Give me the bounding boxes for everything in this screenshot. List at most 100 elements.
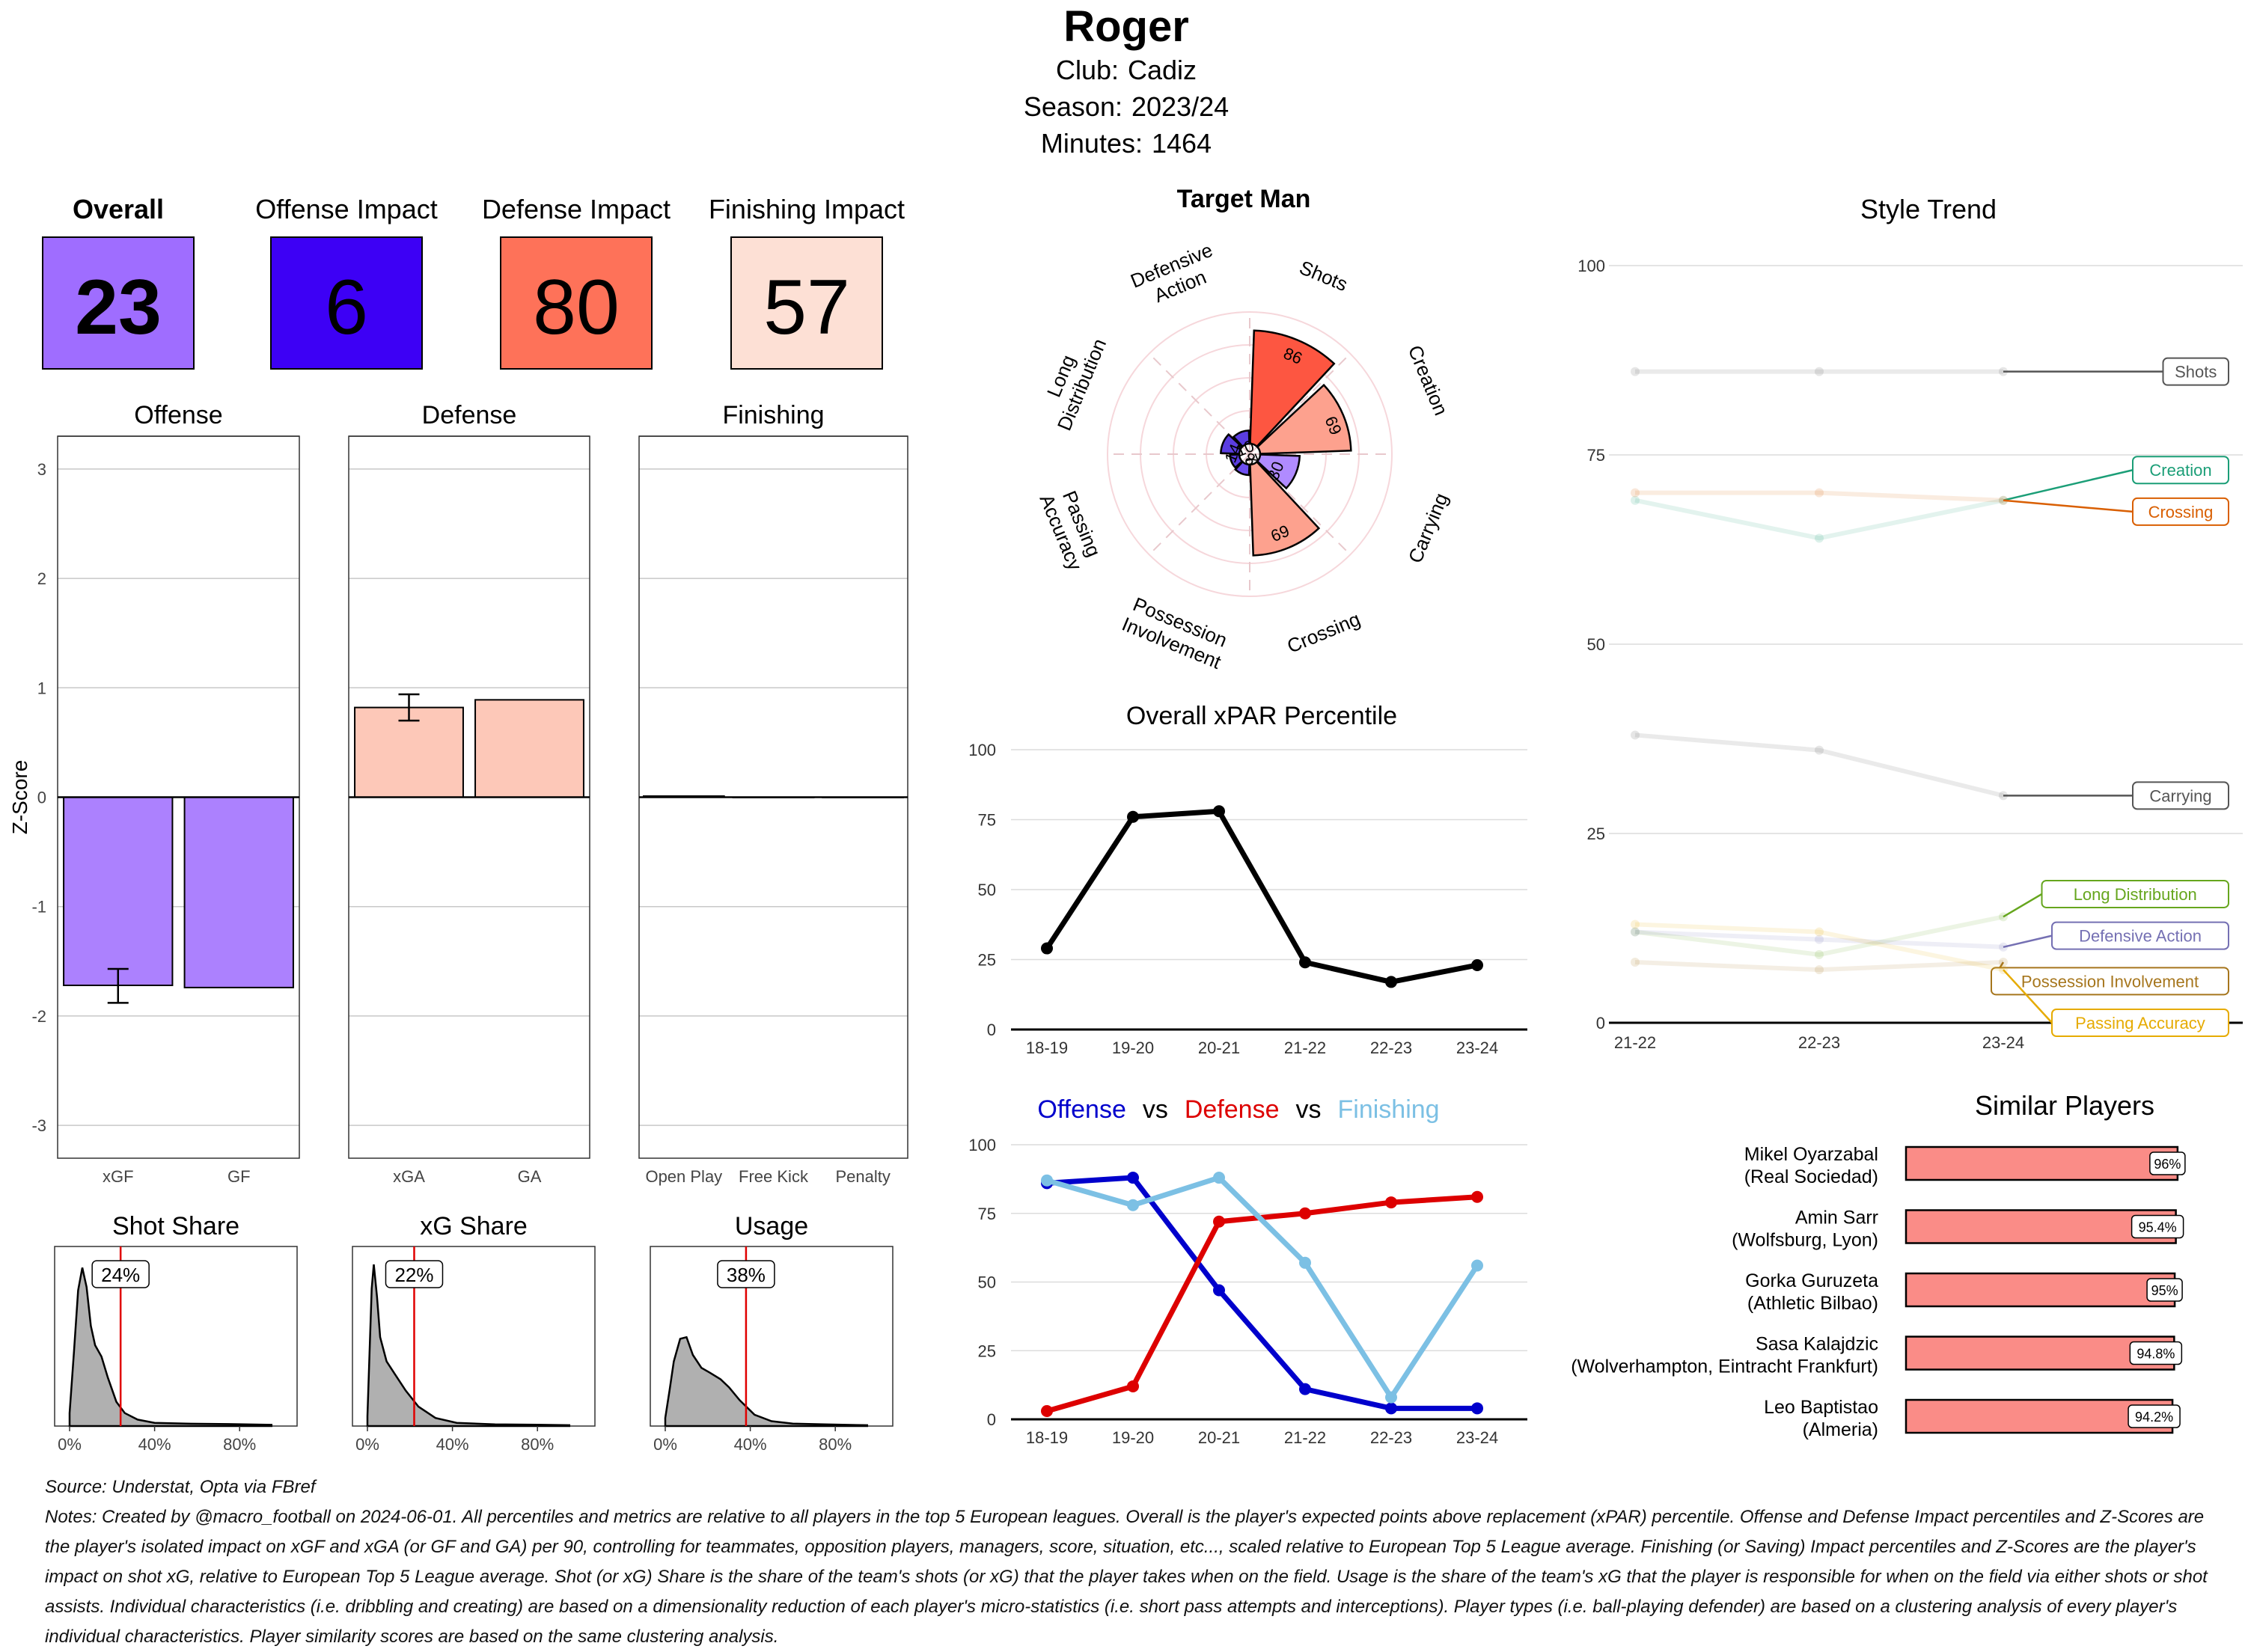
player-name: Gorka Guruzeta bbox=[1745, 1270, 1878, 1291]
trend-line-faded bbox=[1634, 498, 2004, 541]
similarity-label-box bbox=[2131, 1214, 2184, 1239]
player-name: Amin Sarr bbox=[1795, 1208, 1878, 1229]
trend-label-box bbox=[2132, 456, 2229, 485]
radar-spoke bbox=[1148, 453, 1250, 556]
trend-leader-line bbox=[2003, 499, 2133, 513]
series-point bbox=[1041, 1174, 1053, 1187]
y-tick-label: 75 bbox=[1587, 446, 1605, 465]
xpar-point bbox=[1213, 805, 1225, 818]
trend-label: Carrying bbox=[2149, 786, 2211, 805]
y-tick-label: 0 bbox=[987, 1410, 996, 1429]
similarity-label: 94.2% bbox=[2135, 1410, 2173, 1425]
marker-label: 38% bbox=[727, 1264, 766, 1286]
trend-label: Creation bbox=[2149, 461, 2211, 480]
series-point bbox=[1213, 1284, 1225, 1297]
trend-leader-line bbox=[2003, 893, 2043, 918]
series-point bbox=[1127, 1199, 1139, 1211]
x-tick-label: xGA bbox=[393, 1167, 425, 1186]
x-tick-label: 21-22 bbox=[1284, 1428, 1326, 1447]
x-tick-label: Penalty bbox=[835, 1167, 890, 1186]
trend-point bbox=[1631, 495, 1640, 505]
trend-label-box bbox=[2162, 357, 2229, 386]
similarity-label: 96% bbox=[2154, 1157, 2181, 1172]
trend-point bbox=[1815, 949, 1824, 959]
player-team: (Wolverhampton, Eintracht Frankfurt) bbox=[1571, 1356, 1878, 1377]
trend-point bbox=[1815, 533, 1824, 543]
zscore-chart: Z-Score 3 2 1 0 -1 -2 -3 Offense xGF GF Defense xGA G… bbox=[8, 401, 908, 1186]
radar-category-label: DefensiveAction bbox=[1127, 239, 1224, 313]
y-tick-label: 0 bbox=[1596, 1014, 1605, 1032]
title-part: Defense bbox=[1185, 1095, 1280, 1124]
share-density-charts: Shot Share 24% 0% 40% 80% xG Share 22% 0% 40% 80%… bbox=[54, 1212, 894, 1454]
similar-players-chart: Similar Players Mikel Oyarzabal(Real Soci… bbox=[1571, 1090, 2186, 1440]
marker-label-box bbox=[717, 1260, 775, 1288]
series-line-offense bbox=[1046, 1175, 1477, 1411]
trend-point bbox=[1631, 927, 1640, 937]
series-point bbox=[1385, 1402, 1397, 1415]
impact-label: Finishing Impact bbox=[709, 194, 905, 224]
radar-bar bbox=[1249, 329, 1336, 448]
x-tick-label: 18-19 bbox=[1026, 1428, 1068, 1447]
radar-category-label: PassingAccuracy bbox=[1035, 483, 1107, 574]
impact-tile bbox=[730, 236, 883, 370]
radar-bar bbox=[1229, 453, 1244, 469]
radar-bar bbox=[1220, 432, 1244, 455]
trend-label: Crossing bbox=[2148, 503, 2214, 521]
x-tick-label: GF bbox=[227, 1167, 251, 1186]
y-tick-label: 50 bbox=[1587, 635, 1605, 654]
panel-title: xG Share bbox=[420, 1212, 528, 1240]
trend-line-faded bbox=[1635, 490, 2004, 503]
y-tick-label: 25 bbox=[1587, 825, 1605, 843]
title-part: vs bbox=[1296, 1095, 1322, 1124]
series-line-finishing bbox=[1046, 1175, 1479, 1401]
x-tick-label: 20-21 bbox=[1198, 1038, 1240, 1057]
xpar-percentile-chart: Overall xPAR Percentile 100 75 50 25 0 18-19 19… bbox=[968, 702, 1527, 1057]
trend-label: Passing Accuracy bbox=[2075, 1014, 2205, 1032]
share-panel: Shot Share 24% 0% 40% 80% bbox=[54, 1212, 298, 1454]
trend-point bbox=[1815, 927, 1824, 937]
y-tick-label: 2 bbox=[37, 569, 46, 588]
share-panel: xG Share 22% 0% 40% 80% bbox=[352, 1212, 596, 1454]
club-value: Cadiz bbox=[1128, 55, 1197, 85]
y-tick-label: 25 bbox=[978, 1342, 996, 1360]
x-tick-label: 80% bbox=[819, 1435, 852, 1454]
radar-category-line: Carrying bbox=[1404, 490, 1453, 566]
marker-label-box bbox=[385, 1260, 444, 1288]
zscore-bar bbox=[63, 796, 174, 986]
trend-point bbox=[1815, 965, 1824, 975]
y-tick-label: 0 bbox=[37, 789, 46, 807]
radar-bar bbox=[1232, 429, 1250, 448]
radar-category-line: Creation bbox=[1404, 342, 1453, 418]
radar-bar bbox=[1234, 460, 1250, 477]
marker-label: 24% bbox=[101, 1264, 140, 1286]
marker-label: 22% bbox=[394, 1264, 433, 1286]
x-tick-label: 80% bbox=[521, 1435, 554, 1454]
x-tick-label: 23-24 bbox=[1982, 1033, 2024, 1052]
panel-title: Defense bbox=[422, 401, 517, 429]
season-label: Season: bbox=[1024, 91, 1122, 122]
trend-point bbox=[1815, 934, 1824, 944]
similarity-label-box bbox=[2128, 1404, 2181, 1428]
series-point bbox=[1127, 1172, 1139, 1184]
trend-leader-line bbox=[2003, 469, 2133, 501]
radar-category-line: Crossing bbox=[1284, 608, 1363, 658]
title-part: Finishing bbox=[1338, 1095, 1440, 1124]
zscore-bar bbox=[474, 699, 584, 798]
x-tick-label: 21-22 bbox=[1284, 1038, 1326, 1057]
radar-bar bbox=[1256, 383, 1352, 455]
club-line: Club: Cadiz bbox=[1056, 55, 1197, 85]
radar-ring bbox=[1107, 311, 1393, 597]
x-tick-label: 22-23 bbox=[1370, 1428, 1412, 1447]
impact-label: Offense Impact bbox=[255, 194, 437, 224]
similarity-label: 94.8% bbox=[2136, 1347, 2175, 1362]
impact-tile bbox=[270, 236, 423, 370]
target-man-radar: Target Man86Shots69Creation30Carrying69C… bbox=[1035, 185, 1453, 673]
x-tick-label: 40% bbox=[138, 1435, 171, 1454]
x-tick-label: 40% bbox=[436, 1435, 469, 1454]
trend-point bbox=[1631, 920, 1640, 929]
x-tick-label: 18-19 bbox=[1026, 1038, 1068, 1057]
trend-label-box bbox=[2132, 781, 2229, 810]
club-label: Club: bbox=[1056, 55, 1119, 85]
series-point bbox=[1471, 1402, 1483, 1415]
similarity-bar bbox=[1905, 1145, 2179, 1181]
